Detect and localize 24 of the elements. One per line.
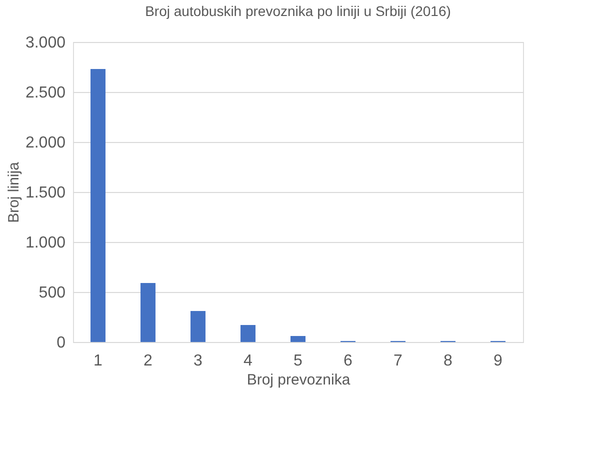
y-axis-title: Broj linija <box>5 161 22 223</box>
y-tick-label: 1.000 <box>25 234 66 252</box>
x-tick-label: 3 <box>194 352 203 370</box>
y-tick-label: 1.500 <box>25 184 66 202</box>
x-axis-title: Broj prevoznika <box>246 372 351 388</box>
x-tick-label: 5 <box>294 352 303 370</box>
bar <box>90 69 106 342</box>
x-tick-label: 7 <box>394 352 403 370</box>
x-tick-label: 8 <box>444 352 453 370</box>
chart-title: Broj autobuskih prevoznika po liniji u Srbiji (2016) <box>145 3 451 19</box>
y-tick-label: 500 <box>38 284 66 302</box>
x-tick-label: 4 <box>244 352 253 370</box>
x-tick-label: 2 <box>144 352 153 370</box>
y-tick-label: 0 <box>56 334 66 352</box>
x-tick-label: 9 <box>494 352 503 370</box>
y-tick-label: 2.000 <box>25 134 66 152</box>
bar <box>140 283 156 342</box>
y-tick-label: 2.500 <box>25 84 66 102</box>
bar <box>190 311 206 342</box>
bar <box>290 336 306 342</box>
y-tick-label: 3.000 <box>25 34 66 52</box>
x-tick-label: 6 <box>344 352 353 370</box>
bar <box>240 325 256 342</box>
x-tick-label: 1 <box>94 352 103 370</box>
